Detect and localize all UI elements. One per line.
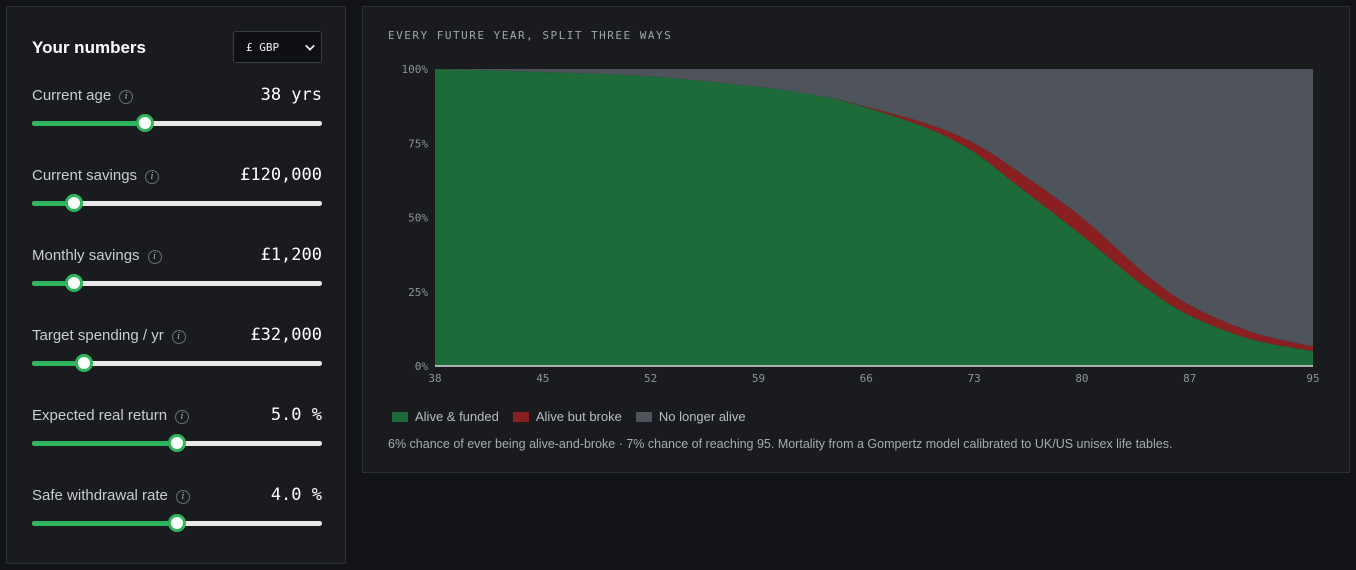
x-tick-label: 52 — [644, 372, 657, 385]
info-icon[interactable]: i — [175, 410, 190, 424]
withdrawal-rate-label: Safe withdrawal rate i — [32, 487, 190, 504]
legend-swatch-funded — [392, 411, 408, 422]
chart-legend: Alive & funded Alive but broke No longer… — [392, 409, 746, 424]
slider-fill — [32, 121, 146, 126]
current-savings-label: Current savings i — [32, 167, 160, 184]
withdrawal-rate-slider[interactable] — [32, 514, 322, 532]
expected-return-value: 5.0 % — [270, 405, 322, 425]
monthly-savings-label: Monthly savings i — [32, 247, 162, 264]
chart-title: EVERY FUTURE YEAR, SPLIT THREE WAYS — [388, 29, 673, 42]
x-tick-label: 45 — [536, 372, 549, 385]
target-spending-label: Target spending / yr i — [32, 327, 186, 344]
chevron-down-icon — [305, 41, 315, 51]
legend-item-broke: Alive but broke — [512, 409, 622, 424]
chart-footnote: 6% chance of ever being alive-and-broke … — [388, 437, 1173, 451]
current-savings-value: £120,000 — [240, 165, 322, 185]
control-label-text: Current age — [32, 87, 112, 104]
target-spending-value: £32,000 — [250, 325, 322, 345]
current-age-slider[interactable] — [32, 114, 322, 132]
legend-label: No longer alive — [658, 409, 746, 424]
current-age-label: Current age i — [32, 87, 134, 104]
slider-fill — [32, 361, 85, 366]
y-tick-label: 75% — [408, 137, 428, 150]
withdrawal-rate-control: Safe withdrawal rate i 4.0 % — [32, 485, 322, 547]
control-label-text: Current savings — [32, 167, 138, 184]
legend-label: Alive & funded — [415, 409, 499, 424]
slider-thumb[interactable] — [75, 354, 94, 372]
info-icon[interactable]: i — [119, 90, 134, 104]
y-tick-label: 25% — [408, 286, 428, 299]
y-tick-label: 50% — [408, 212, 428, 225]
current-age-control: Current age i 38 yrs — [32, 85, 322, 147]
monthly-savings-value: £1,200 — [260, 245, 322, 265]
current-savings-slider[interactable] — [32, 194, 322, 212]
slider-fill — [32, 441, 177, 446]
chart-panel: EVERY FUTURE YEAR, SPLIT THREE WAYS 0% 25… — [362, 6, 1350, 473]
x-tick-label: 59 — [752, 372, 765, 385]
x-tick-label: 73 — [967, 372, 980, 385]
x-tick-label: 87 — [1183, 372, 1196, 385]
info-icon[interactable]: i — [175, 490, 190, 504]
area-alive-broke — [435, 69, 1313, 352]
slider-thumb[interactable] — [65, 274, 84, 292]
current-age-value: 38 yrs — [260, 85, 322, 105]
currency-select[interactable]: £ GBP — [233, 31, 322, 63]
inputs-panel: Your numbers £ GBP Current age i 38 yrs Cur… — [6, 6, 346, 564]
monthly-savings-slider[interactable] — [32, 274, 322, 292]
expected-return-control: Expected real return i 5.0 % — [32, 405, 322, 467]
stacked-area-chart: 0% 25% 50% 75% 100% 38 45 52 59 66 73 80 87 95 — [402, 63, 1320, 385]
control-label-text: Safe withdrawal rate — [32, 487, 168, 504]
x-tick-label: 38 — [428, 372, 441, 385]
control-label-text: Target spending / yr — [32, 327, 164, 344]
currency-value: £ GBP — [246, 40, 280, 54]
expected-return-slider[interactable] — [32, 434, 322, 452]
slider-thumb[interactable] — [136, 114, 155, 132]
current-savings-control: Current savings i £120,000 — [32, 165, 322, 227]
control-label-text: Expected real return — [32, 407, 168, 424]
monthly-savings-control: Monthly savings i £1,200 — [32, 245, 322, 307]
slider-fill — [32, 201, 75, 206]
area-no-longer-alive — [435, 69, 1313, 347]
slider-fill — [32, 521, 177, 526]
target-spending-slider[interactable] — [32, 354, 322, 372]
info-icon[interactable]: i — [147, 250, 162, 264]
x-tick-label: 66 — [860, 372, 873, 385]
x-tick-label: 80 — [1075, 372, 1088, 385]
slider-fill — [32, 281, 75, 286]
legend-item-dead: No longer alive — [635, 409, 746, 424]
legend-swatch-broke — [512, 411, 529, 422]
control-label-text: Monthly savings — [32, 247, 140, 264]
target-spending-control: Target spending / yr i £32,000 — [32, 325, 322, 387]
panel-title: Your numbers — [32, 38, 146, 57]
y-tick-label: 100% — [402, 63, 429, 76]
info-icon[interactable]: i — [145, 170, 160, 184]
slider-thumb[interactable] — [65, 194, 84, 212]
slider-thumb[interactable] — [168, 514, 186, 532]
legend-swatch-dead — [635, 411, 652, 422]
info-icon[interactable]: i — [171, 330, 186, 344]
withdrawal-rate-value: 4.0 % — [270, 485, 322, 505]
legend-label: Alive but broke — [535, 409, 622, 424]
slider-thumb[interactable] — [168, 434, 186, 452]
legend-item-funded: Alive & funded — [392, 409, 499, 424]
x-tick-label: 95 — [1306, 372, 1319, 385]
expected-return-label: Expected real return i — [32, 407, 190, 424]
y-tick-label: 0% — [415, 360, 429, 373]
area-alive-funded — [435, 69, 1313, 366]
